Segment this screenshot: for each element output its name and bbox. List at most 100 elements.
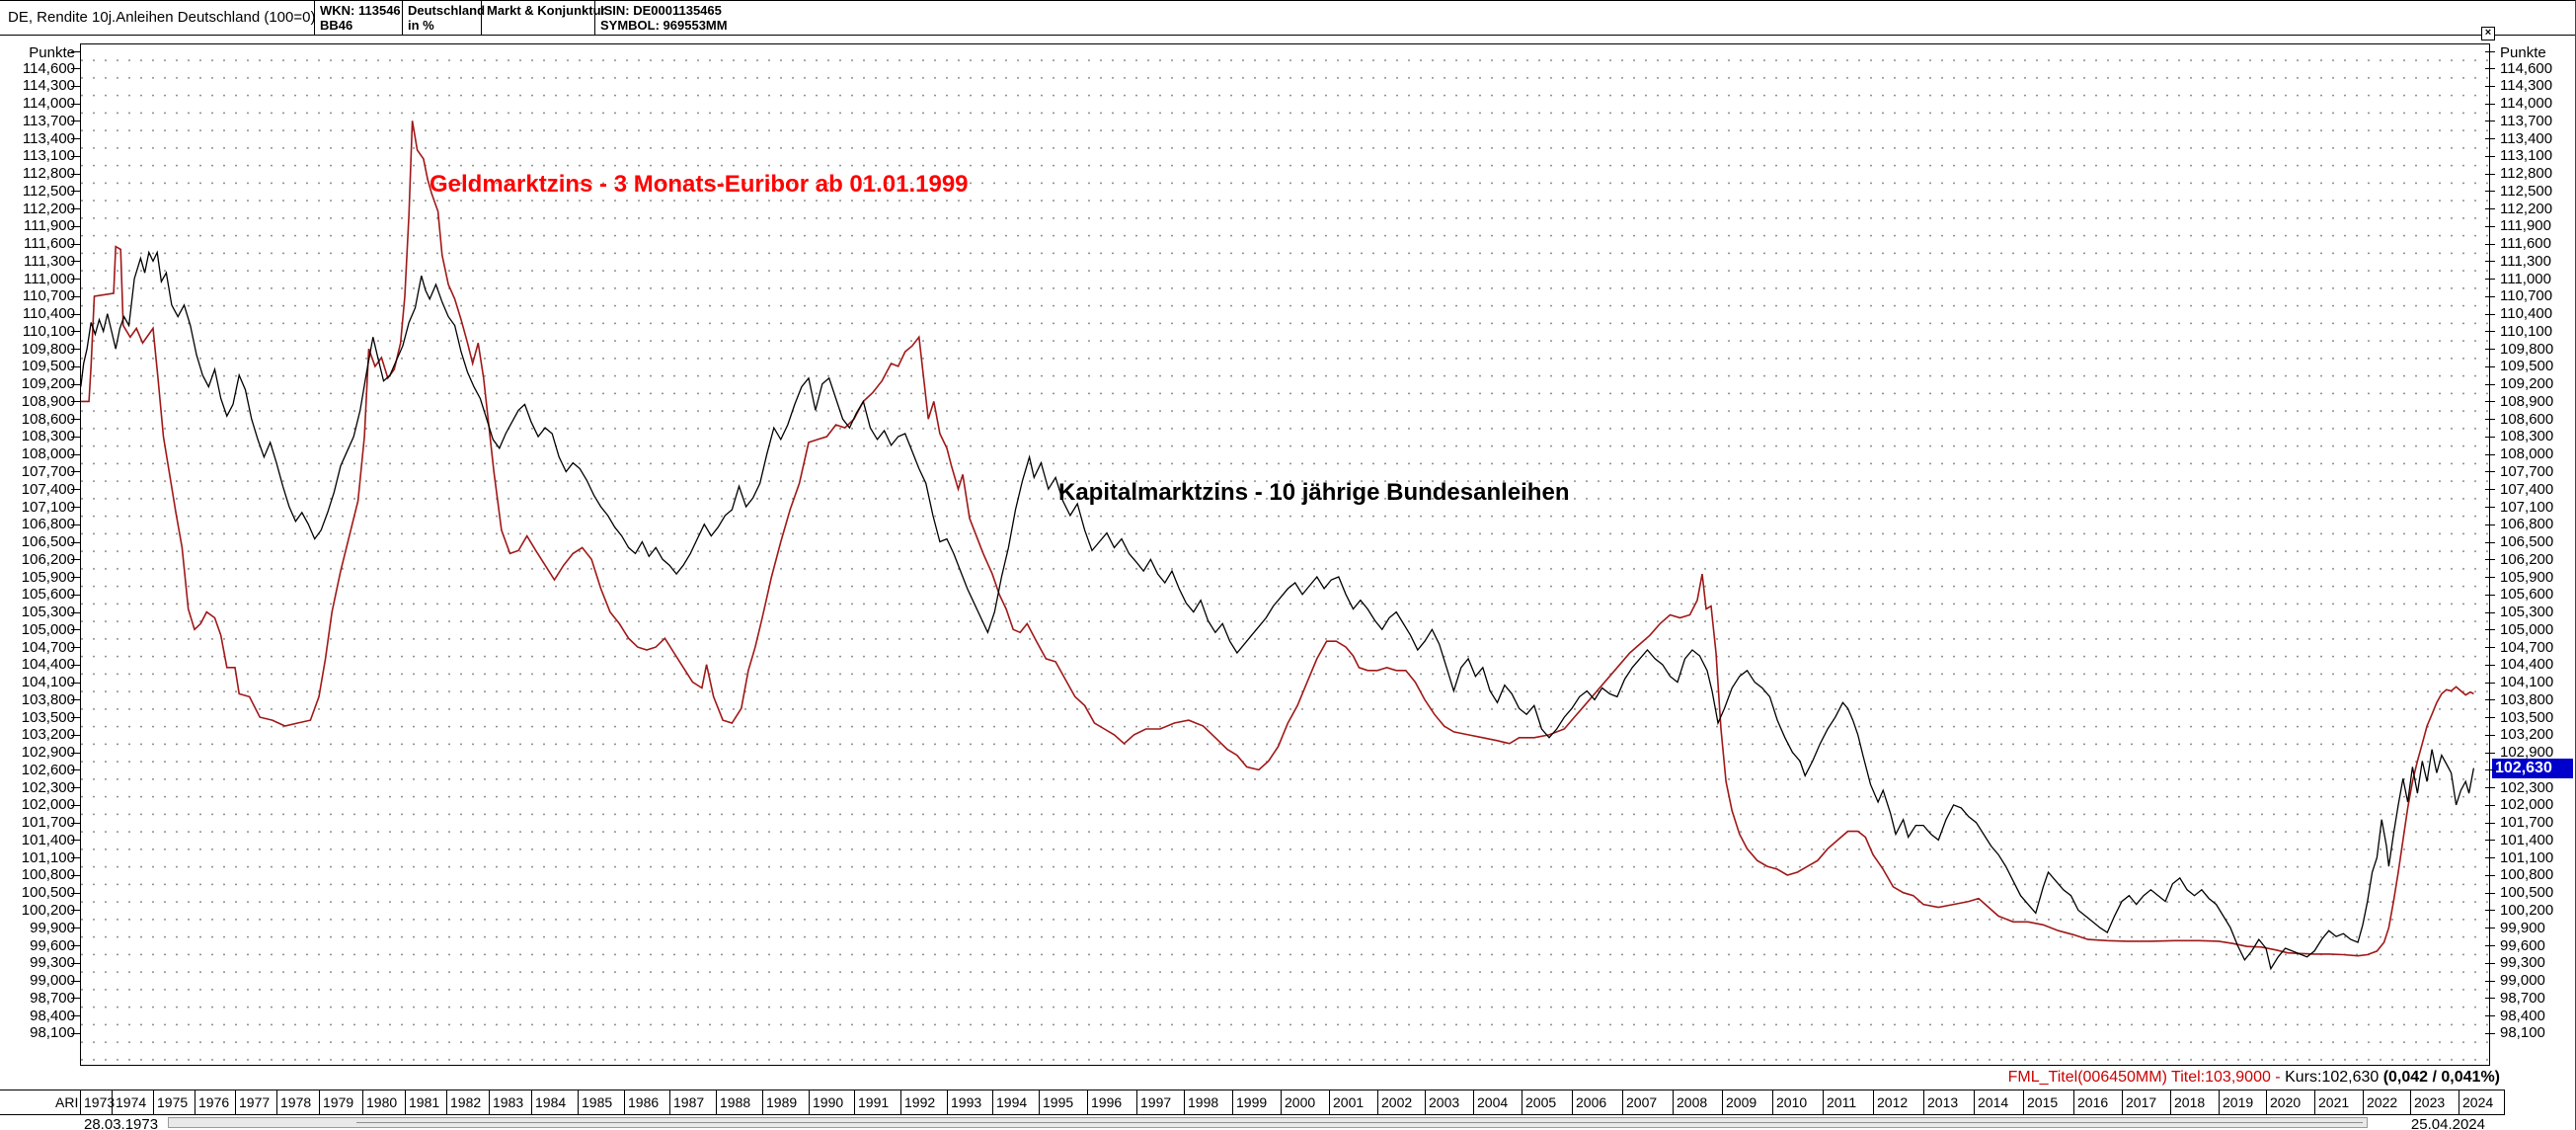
y-axis-label-left: 104,700 — [21, 638, 75, 656]
y-tick-left — [71, 85, 81, 87]
y-tick-right — [2485, 173, 2495, 175]
x-axis-year-label: 2009 — [1726, 1094, 1757, 1110]
y-axis-label-left: 101,700 — [21, 814, 75, 832]
x-axis-year-label: 1981 — [409, 1094, 440, 1110]
x-axis-year-label: 2021 — [2318, 1094, 2350, 1110]
y-tick-left — [71, 980, 81, 982]
y-tick-right — [2485, 945, 2495, 946]
y-tick-left — [71, 541, 81, 543]
y-axis-label-left: 98,700 — [30, 989, 75, 1007]
x-axis-year-label: 2012 — [1877, 1094, 1909, 1110]
y-tick-right — [2485, 68, 2495, 69]
chart-canvas — [80, 121, 2475, 971]
y-axis-label-left: 107,400 — [21, 480, 75, 498]
x-axis-year-separator — [112, 1090, 113, 1114]
x-axis-year-label: 1991 — [858, 1094, 890, 1110]
x-axis-year-separator — [2170, 1090, 2171, 1114]
x-axis-year-separator — [578, 1090, 579, 1114]
y-axis-label-right: 106,800 — [2500, 516, 2554, 533]
header-field-3: ISIN: DE0001135465 SYMBOL: 969553MM — [594, 1, 728, 35]
scrollbar-track-line — [356, 1122, 2363, 1123]
y-tick-left — [71, 103, 81, 105]
y-axis-label-left: 113,100 — [22, 147, 75, 165]
close-icon[interactable]: × — [2481, 27, 2495, 40]
status-change-text: (0,042 / 0,041%) — [2382, 1069, 2500, 1086]
y-tick-left — [71, 489, 81, 491]
y-axis-label-left: 112,800 — [22, 165, 75, 183]
y-axis-label-left: 107,700 — [21, 462, 75, 480]
x-axis-year-label: 1997 — [1140, 1094, 1172, 1110]
x-axis-year-separator — [276, 1090, 277, 1114]
y-axis-label-right: 108,600 — [2500, 410, 2554, 428]
window-title: DE, Rendite 10j.Anleihen Deutschland (10… — [8, 9, 316, 26]
y-axis-label-right: 98,400 — [2500, 1007, 2545, 1024]
y-axis-label-right: 105,300 — [2500, 604, 2554, 621]
y-tick-right — [2485, 874, 2495, 876]
y-tick-left — [71, 892, 81, 894]
y-axis-label-left: 99,900 — [30, 919, 75, 936]
y-axis-label-right: 104,400 — [2500, 656, 2554, 674]
x-axis-year-separator — [489, 1090, 490, 1114]
x-axis-year-separator — [1087, 1090, 1088, 1114]
header-field-1: Deutschland in % — [402, 1, 485, 35]
y-tick-left — [71, 419, 81, 421]
y-axis-label-left: 101,100 — [21, 848, 75, 866]
x-axis-year-label: 2000 — [1285, 1094, 1316, 1110]
y-axis-label-right: 103,500 — [2500, 708, 2554, 726]
y-axis-label-left: 103,200 — [21, 726, 75, 744]
y-tick-left — [71, 647, 81, 649]
x-axis-year-label: 1976 — [198, 1094, 230, 1110]
x-axis-year-separator — [1377, 1090, 1378, 1114]
y-tick-right — [2485, 436, 2495, 438]
y-tick-left — [71, 752, 81, 754]
header-field-line2: BB46 — [320, 18, 353, 33]
y-tick-right — [2485, 594, 2495, 596]
y-tick-left — [71, 279, 81, 281]
x-axis-year-separator — [362, 1090, 363, 1114]
header-field-line1: Markt & Konjunktur — [487, 3, 606, 18]
x-axis-year-label: 1992 — [904, 1094, 936, 1110]
y-tick-right — [2485, 611, 2495, 613]
y-axis-label-left: 102,000 — [21, 796, 75, 814]
x-axis-year-label: 2017 — [2126, 1094, 2157, 1110]
x-axis-year-label: 2004 — [1477, 1094, 1509, 1110]
y-tick-right — [2485, 734, 2495, 736]
y-tick-left — [71, 804, 81, 806]
x-axis-year-separator — [405, 1090, 406, 1114]
y-axis-label-right: 103,200 — [2500, 726, 2554, 744]
y-tick-right — [2485, 507, 2495, 508]
y-axis-label-left: 111,300 — [24, 252, 75, 270]
y-axis-label-left: 105,600 — [21, 586, 75, 604]
y-tick-right — [2485, 138, 2495, 140]
y-axis-label-right: 108,900 — [2500, 392, 2554, 410]
y-tick-left — [71, 138, 81, 140]
x-axis-year-label: 1994 — [996, 1094, 1028, 1110]
x-axis-year-label: 2024 — [2462, 1094, 2494, 1110]
x-axis-year-label: 1983 — [493, 1094, 524, 1110]
x-axis-band-right-border — [2504, 1090, 2505, 1115]
y-tick-right — [2485, 85, 2495, 87]
horizontal-scrollbar[interactable] — [168, 1117, 2368, 1128]
x-axis-year-separator — [1136, 1090, 1137, 1114]
y-axis-label-right: 100,200 — [2500, 901, 2554, 919]
x-axis-year-separator — [1473, 1090, 1474, 1114]
y-tick-right — [2485, 840, 2495, 842]
y-axis-label-right: 105,600 — [2500, 586, 2554, 604]
x-axis-year-separator — [1873, 1090, 1874, 1114]
y-axis-label-right: 109,500 — [2500, 358, 2554, 375]
x-axis-year-separator — [2266, 1090, 2267, 1114]
y-axis-label-left: 112,500 — [22, 182, 75, 200]
y-axis-label-left: 109,500 — [21, 358, 75, 375]
y-axis-label-right: 109,800 — [2500, 340, 2554, 358]
x-axis-band-bottom-border — [0, 1114, 2504, 1115]
y-axis-label-left: 101,400 — [21, 831, 75, 848]
x-axis-year-separator — [2219, 1090, 2220, 1114]
y-tick-left — [71, 1015, 81, 1017]
y-tick-left — [71, 945, 81, 946]
x-axis-year-label: 1980 — [366, 1094, 398, 1110]
x-axis-year-separator — [992, 1090, 993, 1114]
y-tick-right — [2485, 804, 2495, 806]
header-field-line2: SYMBOL: 969553MM — [600, 18, 728, 33]
x-axis-year-separator — [2023, 1090, 2024, 1114]
y-axis-label-right: 113,400 — [2500, 129, 2553, 147]
